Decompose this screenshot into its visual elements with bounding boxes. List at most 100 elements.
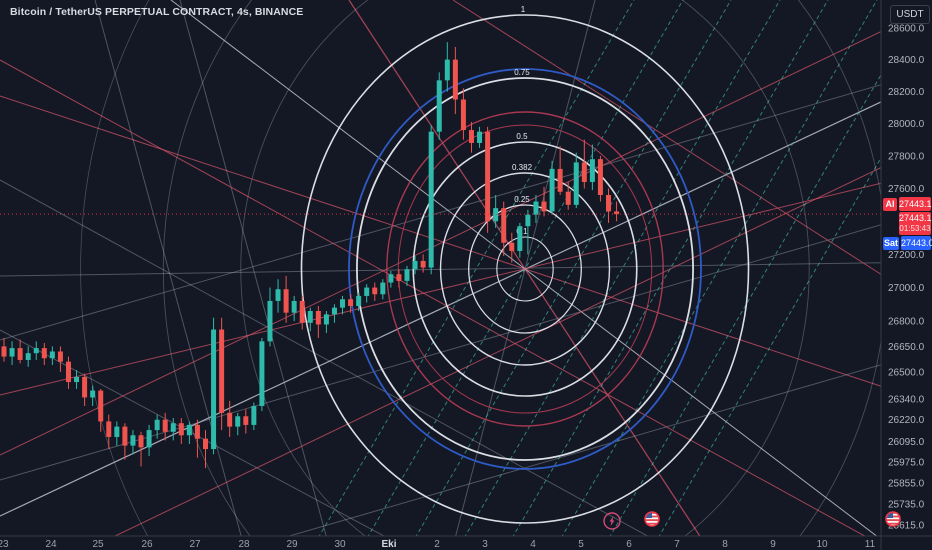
gann-angle-line[interactable] — [554, 0, 878, 550]
candle-down — [138, 435, 144, 448]
price-tick-label: 28000.0 — [888, 119, 925, 130]
trend-line-gray[interactable] — [0, 70, 932, 341]
symbol-title: Bitcoin / TetherUS PERPETUAL CONTRACT, 4… — [10, 6, 304, 18]
fib-circle-label: 0.75 — [514, 68, 530, 77]
time-tick-label: 24 — [45, 539, 57, 550]
candle-down — [557, 168, 563, 192]
candle-up — [275, 289, 281, 301]
ask-price-label: 27443.1 — [899, 197, 932, 211]
trend-line-gray[interactable] — [0, 78, 932, 517]
time-tick-label: 11 — [865, 539, 876, 550]
trend-line-red[interactable] — [0, 7, 932, 456]
fib-circle-level[interactable] — [356, 77, 694, 461]
candle-down — [348, 299, 354, 306]
candle-up — [340, 299, 346, 308]
fib-circle-level[interactable] — [439, 172, 611, 366]
time-tick-label: 6 — [626, 539, 632, 550]
trend-line-gray[interactable] — [179, 0, 330, 550]
fib-circle-level[interactable] — [468, 204, 582, 334]
trend-line-red[interactable] — [452, 0, 932, 307]
candle-down — [396, 274, 402, 281]
candle-down — [315, 311, 321, 325]
trend-line-gray[interactable] — [241, 350, 932, 550]
price-tick-label: 26650.0 — [888, 342, 925, 353]
candle-down — [17, 348, 23, 360]
candle-up — [573, 162, 579, 205]
time-tick-label: 8 — [722, 539, 728, 550]
candle-up — [364, 287, 370, 296]
time-tick-month-label: Eki — [381, 539, 396, 550]
candle-down — [227, 412, 233, 427]
trend-line-gray[interactable] — [0, 262, 932, 277]
time-tick-label: 2 — [434, 539, 440, 550]
candle-up — [25, 353, 31, 360]
trend-line-red[interactable] — [86, 143, 932, 550]
candle-up — [428, 131, 434, 268]
trend-line-red[interactable] — [348, 0, 709, 550]
last-price-countdown: 27443.1 01:53:43 — [899, 212, 932, 235]
trend-line-red[interactable] — [0, 59, 881, 545]
fib-circle-level[interactable] — [240, 0, 810, 550]
trend-line-gray[interactable] — [452, 0, 596, 550]
price-axis[interactable]: 28600.0 28400.0 28200.0 28000.0 27800.0 27600… — [888, 24, 925, 532]
fib-circle-level[interactable] — [386, 111, 664, 427]
trend-line-red[interactable] — [0, 95, 932, 403]
currency-toggle-button[interactable]: USDT — [890, 5, 930, 24]
candle-down — [460, 99, 466, 131]
fib-circle-level[interactable] — [162, 0, 886, 550]
gann-angle-line[interactable] — [602, 0, 925, 550]
candle-down — [614, 211, 620, 215]
gann-angle-line[interactable] — [360, 0, 684, 550]
fib-circle-level[interactable] — [80, 0, 932, 550]
time-axis[interactable]: 23 24 25 26 27 28 29 30 Eki 2 3 4 5 6 7 8 9 10 11 — [0, 539, 876, 550]
trend-line-gray[interactable] — [94, 0, 245, 550]
candle-up — [235, 416, 241, 427]
event-flag-icon[interactable] — [645, 512, 659, 526]
candle-down — [194, 424, 200, 439]
candle-down — [98, 390, 104, 422]
candle-up — [154, 419, 160, 431]
candle-down — [372, 287, 378, 295]
fib-circle-level[interactable] — [300, 14, 750, 524]
price-tick-label: 25975.0 — [888, 458, 925, 469]
candle-up — [9, 348, 15, 357]
fib-circle-label: 0.5 — [516, 132, 528, 141]
price-tick-label: 25615.0 — [888, 521, 925, 532]
time-tick-label: 23 — [0, 539, 9, 550]
trend-line-gray[interactable] — [0, 179, 673, 550]
candle-down — [485, 131, 491, 222]
time-tick-label: 4 — [530, 539, 536, 550]
fib-circle-level[interactable] — [348, 68, 702, 470]
candle-down — [597, 159, 603, 196]
bid-price-label: 27443.0 — [901, 236, 932, 250]
price-tick-label: 27800.0 — [888, 151, 925, 162]
gann-angle-line[interactable] — [311, 0, 635, 550]
fib-circle-level[interactable] — [397, 124, 653, 414]
candle-up — [493, 208, 499, 222]
price-tick-label: 28200.0 — [888, 87, 925, 98]
candle-up — [49, 351, 55, 359]
fib-circle-level[interactable] — [496, 236, 554, 302]
ask-tag[interactable]: Al — [883, 198, 897, 211]
candle-down — [203, 438, 208, 450]
event-flag-icon[interactable] — [886, 512, 900, 526]
trend-line-red[interactable] — [0, 171, 932, 396]
trend-line-gray[interactable] — [170, 0, 895, 550]
candle-down — [565, 191, 571, 205]
gann-angle-line[interactable] — [505, 0, 829, 550]
trend-line-gray[interactable] — [0, 210, 932, 481]
candle-down — [82, 376, 88, 398]
lightning-icon[interactable] — [603, 512, 621, 530]
candle-down — [541, 201, 547, 212]
bid-tag[interactable]: Sat — [883, 237, 899, 250]
candle-up — [323, 314, 329, 325]
gann-angle-line[interactable] — [408, 0, 732, 550]
gann-angle-line[interactable] — [457, 0, 781, 550]
candle-up — [186, 424, 192, 436]
candle-up — [477, 131, 483, 143]
time-tick-label: 10 — [816, 539, 828, 550]
gann-angle-line[interactable] — [651, 71, 932, 550]
